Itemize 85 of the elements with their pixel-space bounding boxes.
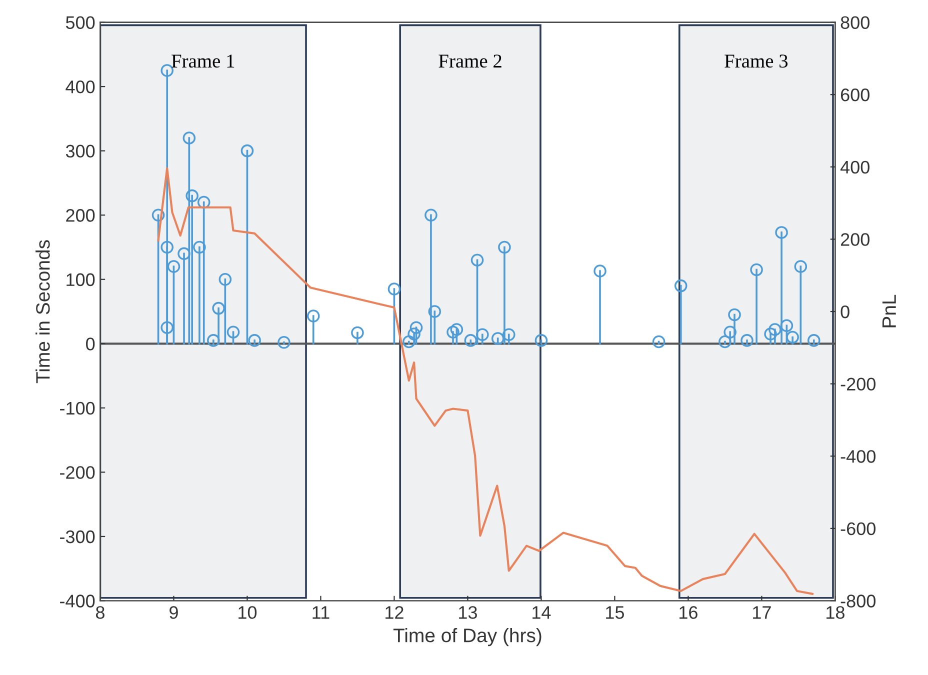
- point: [794, 260, 808, 273]
- y-tick-label: -100: [60, 402, 95, 415]
- x-tick-label: 17: [753, 606, 771, 619]
- y2-axis-title: PnL: [882, 294, 896, 328]
- band-label: Frame 3: [724, 54, 788, 68]
- y2-tick-label: 800: [840, 16, 870, 29]
- y2-tick-label: 200: [840, 233, 870, 246]
- x-tick-label: 14: [532, 606, 551, 619]
- point: [780, 319, 794, 332]
- point: [306, 310, 320, 322]
- y2-tick-label: -800: [840, 594, 876, 608]
- point: [240, 144, 254, 158]
- point: [807, 334, 820, 347]
- y2-tick-label: -400: [840, 450, 876, 463]
- point: [594, 264, 606, 278]
- point: [408, 328, 420, 340]
- point: [464, 334, 478, 347]
- y-tick-label: -400: [60, 594, 95, 608]
- point: [786, 330, 799, 344]
- x-tick-label: 13: [459, 606, 477, 619]
- y2-tick-label: 600: [840, 88, 870, 102]
- y-tick-label: 100: [66, 273, 95, 286]
- point: [388, 282, 401, 296]
- point: [212, 302, 225, 315]
- y2-tick-label: -200: [840, 378, 876, 391]
- point: [728, 308, 741, 322]
- point: [160, 64, 174, 77]
- y2-tick-label: -600: [840, 522, 876, 536]
- point: [534, 334, 548, 347]
- point: [450, 323, 464, 336]
- point: [718, 335, 732, 348]
- point: [502, 328, 516, 342]
- y2-tick-label: 0: [840, 305, 850, 318]
- point: [768, 323, 782, 336]
- point: [470, 254, 484, 266]
- y-tick-label: 0: [86, 338, 95, 350]
- y-tick-label: 300: [66, 144, 95, 158]
- x-tick-label: 15: [606, 606, 624, 619]
- point: [167, 260, 180, 273]
- x-tick-label: 11: [312, 606, 330, 619]
- point: [724, 326, 736, 338]
- point: [476, 328, 489, 342]
- point: [186, 189, 198, 202]
- point: [226, 326, 240, 338]
- x-tick-label: 18: [826, 606, 844, 619]
- x-axis-title: Time of Day (hrs): [393, 628, 542, 646]
- point: [750, 263, 763, 276]
- point: [775, 226, 788, 239]
- point: [674, 279, 688, 292]
- y-tick-label: 500: [66, 16, 95, 29]
- point: [152, 208, 165, 222]
- point: [160, 240, 174, 254]
- point: [498, 240, 511, 254]
- point: [424, 208, 438, 222]
- x-tick-label: 12: [386, 606, 404, 619]
- point: [160, 321, 174, 334]
- point: [351, 326, 364, 340]
- y-tick-label: -300: [60, 530, 95, 544]
- point: [193, 240, 206, 254]
- x-tick-label: 16: [680, 606, 698, 619]
- point: [178, 247, 190, 260]
- point: [218, 272, 232, 286]
- x-tick-label: 9: [170, 606, 178, 619]
- point: [248, 334, 261, 347]
- point: [446, 326, 460, 338]
- y-tick-label: 200: [66, 209, 95, 222]
- point: [410, 321, 423, 334]
- x-tick-label: 10: [238, 606, 257, 619]
- point: [197, 196, 210, 209]
- point: [491, 332, 504, 345]
- point: [764, 328, 777, 340]
- y2-tick-label: 400: [840, 160, 870, 174]
- band-label: Frame 1: [172, 54, 234, 68]
- y-tick-label: -200: [60, 466, 95, 479]
- band-label: Frame 2: [438, 54, 502, 68]
- point: [652, 335, 666, 348]
- point: [182, 132, 196, 144]
- point: [428, 305, 442, 318]
- x-tick-label: 8: [96, 606, 104, 619]
- y-axis-title: Time in Seconds: [36, 240, 50, 384]
- point: [740, 334, 754, 347]
- line-series: [157, 167, 814, 595]
- point: [207, 334, 220, 347]
- point: [278, 336, 290, 349]
- y-tick-label: 400: [66, 80, 95, 94]
